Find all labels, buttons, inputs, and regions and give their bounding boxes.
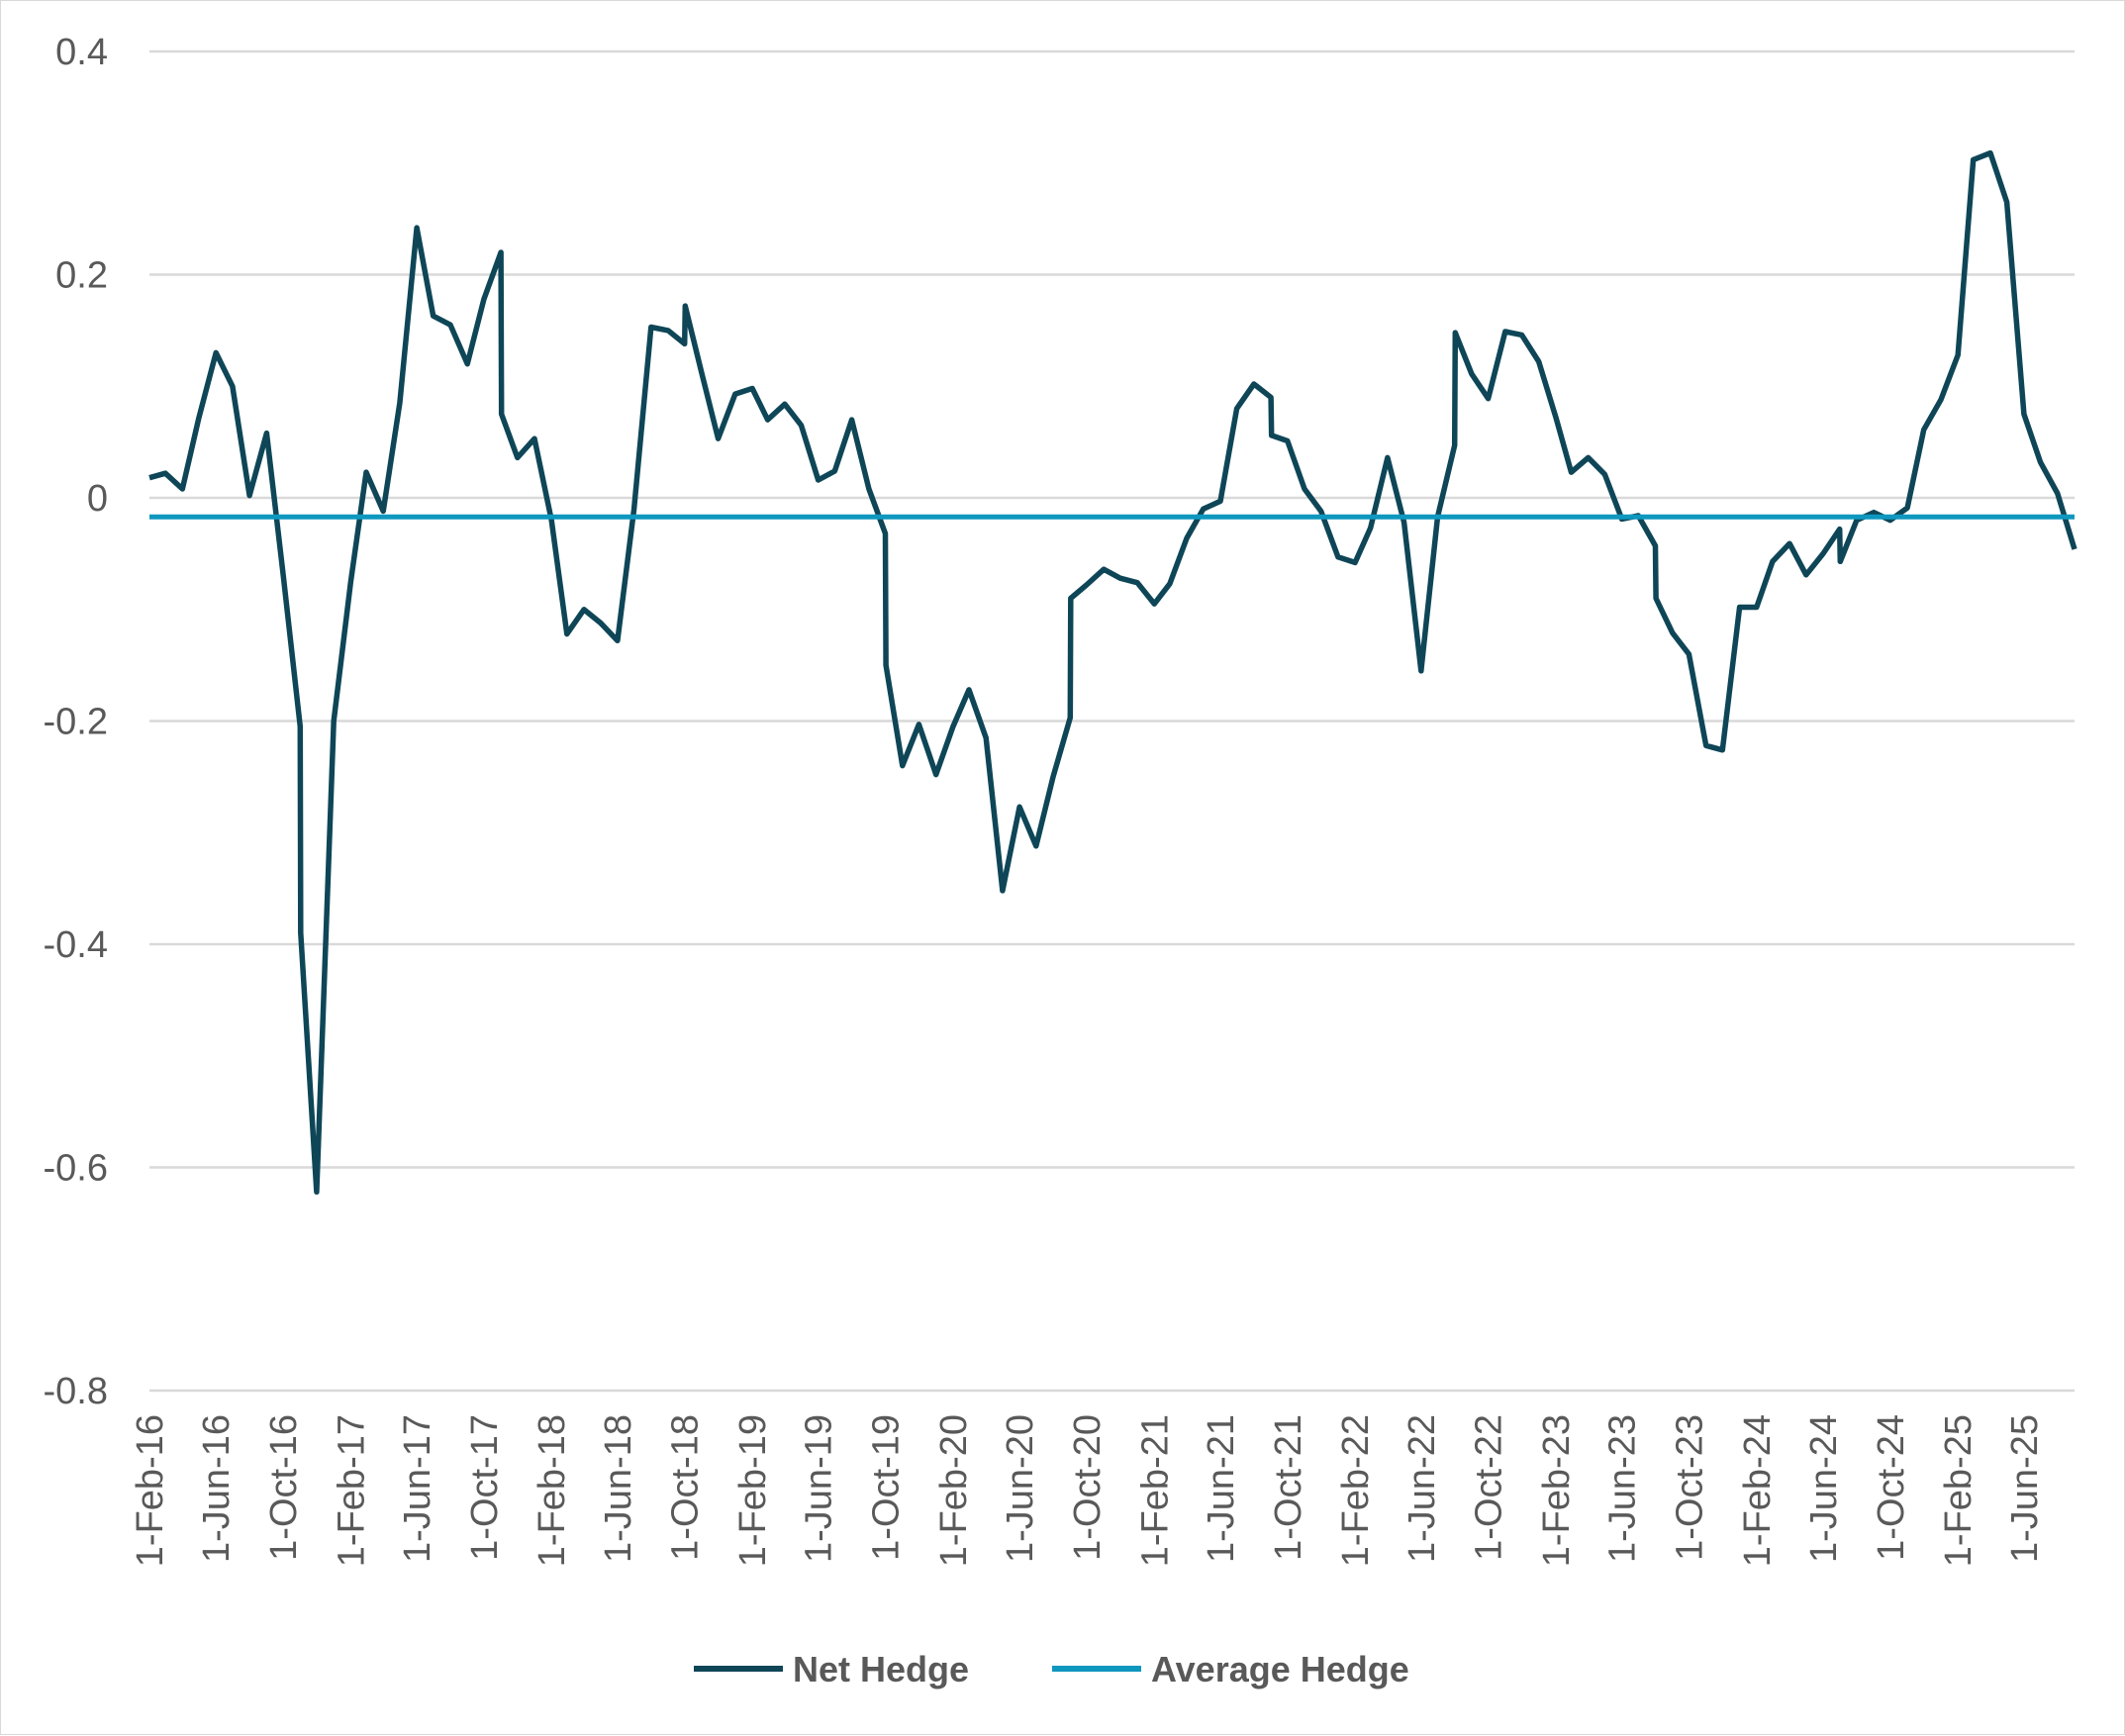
x-tick-label: 1-Oct-19 xyxy=(866,1414,908,1561)
legend: Net Hedge Average Hedge xyxy=(694,1649,1409,1689)
x-tick-label: 1-Jun-23 xyxy=(1602,1414,1644,1563)
series-lines xyxy=(148,149,2077,1196)
x-tick-label: 1-Oct-20 xyxy=(1067,1414,1109,1561)
x-tick-label: 1-Oct-16 xyxy=(263,1414,305,1561)
x-tick-label: 1-Feb-21 xyxy=(1134,1414,1176,1567)
x-tick-label: 1-Feb-16 xyxy=(130,1414,171,1567)
y-tick-label: -0.6 xyxy=(44,1148,108,1190)
y-tick-label: -0.2 xyxy=(44,702,108,743)
x-tick-label: 1-Feb-19 xyxy=(732,1414,774,1567)
x-tick-label: 1-Jun-19 xyxy=(799,1414,840,1563)
x-tick-label: 1-Oct-23 xyxy=(1669,1414,1710,1561)
y-tick-label: 0.2 xyxy=(55,255,108,297)
x-tick-label: 1-Jun-16 xyxy=(196,1414,238,1563)
x-tick-label: 1-Jun-20 xyxy=(1000,1414,1041,1563)
x-tick-label: 1-Feb-24 xyxy=(1737,1414,1779,1567)
y-axis-tick-labels: 0.4 0.2 0 -0.2 -0.4 -0.6 -0.8 xyxy=(44,32,108,1412)
legend-label-average-hedge: Average Hedge xyxy=(1151,1649,1409,1689)
x-tick-label: 1-Feb-17 xyxy=(331,1414,372,1567)
y-tick-label: 0.4 xyxy=(55,32,108,73)
y-tick-label: 0 xyxy=(87,478,108,520)
legend-label-net-hedge: Net Hedge xyxy=(793,1649,969,1689)
series-line-net-hedge xyxy=(148,149,2077,1196)
x-tick-label: 1-Oct-24 xyxy=(1871,1414,1912,1561)
x-tick-label: 1-Oct-21 xyxy=(1268,1414,1309,1561)
x-tick-label: 1-Feb-20 xyxy=(933,1414,975,1567)
gridlines xyxy=(149,49,2075,1393)
y-tick-label: -0.8 xyxy=(44,1371,108,1412)
x-tick-label: 1-Feb-22 xyxy=(1335,1414,1377,1567)
x-tick-label: 1-Oct-17 xyxy=(464,1414,506,1561)
x-tick-label: 1-Jun-21 xyxy=(1201,1414,1242,1563)
x-tick-label: 1-Feb-18 xyxy=(531,1414,573,1567)
x-axis-tick-labels: 1-Feb-16 1-Jun-16 1-Oct-16 1-Feb-17 1-Jun-17… xyxy=(130,1414,2046,1567)
x-tick-label: 1-Oct-22 xyxy=(1469,1414,1510,1561)
x-tick-label: 1-Jun-24 xyxy=(1803,1414,1845,1563)
x-tick-label: 1-Oct-18 xyxy=(665,1414,707,1561)
x-tick-label: 1-Feb-25 xyxy=(1938,1414,1980,1567)
x-tick-label: 1-Jun-25 xyxy=(2004,1414,2046,1563)
y-tick-label: -0.4 xyxy=(44,924,108,966)
x-tick-label: 1-Jun-17 xyxy=(397,1414,438,1563)
x-tick-label: 1-Feb-23 xyxy=(1536,1414,1578,1567)
x-tick-label: 1-Jun-22 xyxy=(1401,1414,1443,1563)
x-tick-label: 1-Jun-18 xyxy=(598,1414,639,1563)
